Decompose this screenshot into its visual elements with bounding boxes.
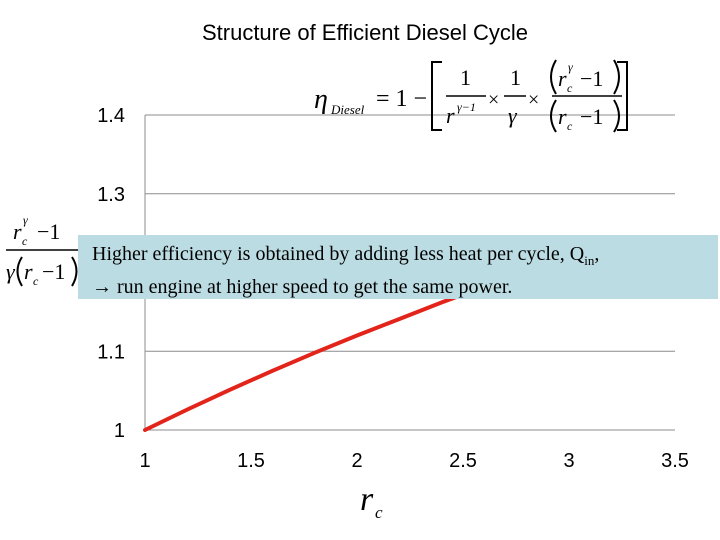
ylabel-gamma: γ — [6, 259, 16, 284]
formula-gamma-minus-1: γ−1 — [457, 100, 476, 114]
x-tick-label: 2.5 — [449, 450, 477, 472]
callout-line-1: Higher efficiency is obtained by adding … — [92, 241, 718, 274]
x-tick-label: 1 — [139, 450, 150, 472]
ylabel-num-minus-one: −1 — [37, 219, 60, 244]
callout-line-1-end: , — [594, 243, 600, 265]
callout-line-1-text: Higher efficiency is obtained by adding … — [92, 243, 585, 265]
ylabel-den-rc: r — [24, 259, 33, 284]
ylabel-num-rc-sub: c — [22, 234, 28, 248]
formula-numerator-1a: 1 — [460, 65, 471, 90]
x-tick-label: 3.5 — [661, 450, 689, 472]
x-axis-label: r c — [360, 481, 383, 522]
annotation-callout: Higher efficiency is obtained by adding … — [78, 235, 718, 299]
x-tick-label: 1.5 — [237, 450, 265, 472]
y-tick-label: 1.4 — [97, 105, 125, 127]
formula-equals-one-minus: = 1 − — [376, 86, 427, 112]
ylabel-den-minus-one: −1 — [42, 259, 65, 284]
formula-times-2: × — [528, 89, 539, 111]
callout-line-2: → run engine at higher speed to get the … — [92, 276, 513, 298]
chart-title: Structure of Efficient Diesel Cycle — [202, 20, 528, 45]
y-tick-label: 1.1 — [97, 341, 125, 363]
x-tick-label: 3 — [563, 450, 574, 472]
formula-gamma: γ — [508, 103, 518, 128]
formula-r: r — [446, 103, 455, 128]
formula-num-minus-one: −1 — [580, 66, 603, 91]
formula-num-rc-sub: c — [567, 81, 573, 95]
formula-eta-subscript: Diesel — [330, 102, 365, 117]
formula-den-rc: r — [558, 104, 567, 129]
x-axis-ticks: 1 1.5 2 2.5 3 3.5 — [139, 450, 688, 472]
y-tick-label: 1 — [114, 420, 125, 442]
formula-numerator-1b: 1 — [510, 65, 521, 90]
formula-eta: η — [314, 84, 328, 115]
formula-num-rc: r — [558, 66, 567, 91]
x-tick-label: 2 — [351, 450, 362, 472]
ylabel-num-rc: r — [13, 219, 22, 244]
ylabel-num-gamma: γ — [23, 213, 28, 227]
efficiency-formula: η Diesel = 1 − 1 r γ−1 × 1 γ × r c γ −1 … — [314, 59, 628, 133]
formula-den-rc-sub: c — [567, 119, 573, 133]
formula-num-gamma: γ — [568, 60, 573, 74]
ylabel-den-rc-sub: c — [33, 274, 39, 288]
y-tick-label: 1.3 — [97, 184, 125, 206]
y-axis-label-formula: r c γ −1 γ r c −1 — [6, 213, 78, 288]
callout-q-subscript: in — [584, 253, 595, 268]
xlabel-c: c — [375, 503, 383, 522]
formula-den-minus-one: −1 — [580, 104, 603, 129]
xlabel-r: r — [360, 481, 374, 518]
formula-times-1: × — [488, 89, 499, 111]
